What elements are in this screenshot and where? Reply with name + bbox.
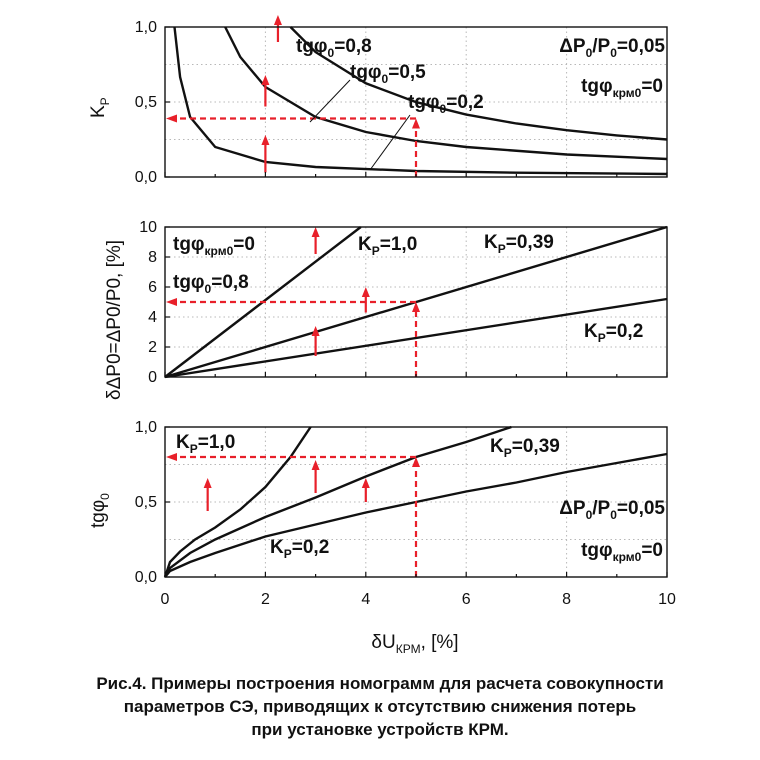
arrow-p2-c xyxy=(311,227,320,254)
arrow-p2-b xyxy=(361,287,370,313)
label-tgkrm-top: tgφкрм0=0 xyxy=(581,76,663,100)
panel-dp: 0 2 4 6 8 10 δΔP0=ΔP0/P0, [%] tgφкрм0=0 tgφ0=… xyxy=(104,219,668,400)
arrow-p1-b-head xyxy=(261,75,270,85)
label-tg08: tgφ0=0,8 xyxy=(296,36,372,60)
arrow-p3-a xyxy=(203,478,212,511)
label-dp-ratio-bot: ΔP0/P0=0,05 xyxy=(559,498,665,522)
series-line-2 xyxy=(224,26,668,161)
leader-tg05 xyxy=(309,79,351,123)
panel-kp: 0,00,51,0 KP tgφ0=0,8 tgφ0=0,5 tgφ0=0,2 … xyxy=(88,15,668,186)
y-tick-label: 0,5 xyxy=(135,494,157,511)
guide-arrowhead-up-bot xyxy=(412,457,420,467)
arrow-p3-c-head xyxy=(361,478,370,488)
y-tick-label: 1,0 xyxy=(135,19,157,36)
label-tg08-mid: tgφ0=0,8 xyxy=(173,272,249,296)
y-tick-label: 0,5 xyxy=(135,94,157,111)
arrow-p2-b-head xyxy=(361,287,370,297)
label-kp10-mid: KP=1,0 xyxy=(358,234,417,258)
x-tick-label: 6 xyxy=(462,591,471,608)
series-line-3 xyxy=(164,452,668,578)
label-tg02: tgφ0=0,2 xyxy=(408,92,484,116)
series-line-3 xyxy=(164,297,668,379)
arrow-p3-b-head xyxy=(311,460,320,470)
arrow-p2-a-head xyxy=(311,326,320,336)
y-tick-label: 0,0 xyxy=(135,569,157,586)
label-kp039-bot: KP=0,39 xyxy=(490,436,560,460)
guide-arrowhead-left-mid xyxy=(166,298,177,306)
y-tick-label: 0,0 xyxy=(135,169,157,186)
label-kp039-mid: KP=0,39 xyxy=(484,232,554,256)
y-tick-label: 10 xyxy=(139,219,157,236)
label-tg05: tgφ0=0,5 xyxy=(350,62,426,86)
label-dp-ratio-top: ΔP0/P0=0,05 xyxy=(559,36,665,60)
guide-arrowhead-up-mid xyxy=(412,302,420,312)
y-tick-label: 6 xyxy=(148,279,157,296)
label-tgkrm-bot: tgφкрм0=0 xyxy=(581,540,663,564)
caption-line-3: при установке устройств КРМ. xyxy=(251,720,509,739)
series-line-1 xyxy=(289,26,668,141)
series-line-2 xyxy=(163,425,512,578)
y-tick-label: 0 xyxy=(148,369,157,386)
arrow-p2-c-head xyxy=(311,227,320,237)
arrow-p3-b xyxy=(311,460,320,493)
figure-caption: Рис.4. Примеры построения номограмм для … xyxy=(0,672,760,741)
label-kp10-bot: KP=1,0 xyxy=(176,432,235,456)
guide-arrowhead-left-bot xyxy=(166,453,177,461)
y-tick-label: 1,0 xyxy=(135,419,157,436)
x-tick-label: 4 xyxy=(361,591,370,608)
x-tick-label: 10 xyxy=(658,591,676,608)
panel-tg: 0,00,51,00 2 4 6 8 10 tgφ0 δUКРМ, [%] KP=1,0 … xyxy=(88,419,676,656)
y-tick-label: 2 xyxy=(148,339,157,356)
leader-tg02 xyxy=(369,114,411,171)
arrow-p1-b xyxy=(261,75,270,107)
guide-arrowhead-up xyxy=(412,118,420,129)
arrow-p3-c xyxy=(361,478,370,502)
panel-dp-ylabel: δΔP0=ΔP0/P0, [%] xyxy=(104,240,125,400)
y-tick-label: 4 xyxy=(148,309,157,326)
panel-kp-ylabel: KP xyxy=(88,97,112,118)
label-tgkrm-mid: tgφкрм0=0 xyxy=(173,234,255,258)
x-tick-label: 8 xyxy=(562,591,571,608)
caption-line-1: Рис.4. Примеры построения номограмм для … xyxy=(96,674,664,693)
series-line-1 xyxy=(163,426,312,578)
arrow-p1-c-head xyxy=(273,15,282,25)
nomogram-figure: 0,00,51,0 KP tgφ0=0,8 tgφ0=0,5 tgφ0=0,2 … xyxy=(88,15,676,656)
label-kp02-bot: KP=0,2 xyxy=(270,537,329,561)
arrow-p2-a xyxy=(311,326,320,356)
arrow-p3-a-head xyxy=(203,478,212,488)
x-tick-label: 0 xyxy=(161,591,170,608)
panel-tg-ylabel: tgφ0 xyxy=(88,493,112,528)
arrow-p1-a-head xyxy=(261,135,270,145)
x-tick-label: 2 xyxy=(261,591,270,608)
arrow-p1-a xyxy=(261,135,270,173)
panel-tg-xlabel: δUКРМ, [%] xyxy=(371,632,458,656)
y-tick-label: 8 xyxy=(148,249,157,266)
guide-arrowhead-left xyxy=(166,114,177,123)
caption-line-2: параметров СЭ, приводящих к отсутствию с… xyxy=(123,697,637,716)
arrow-p1-c xyxy=(273,15,282,42)
label-kp02-mid: KP=0,2 xyxy=(584,321,643,345)
